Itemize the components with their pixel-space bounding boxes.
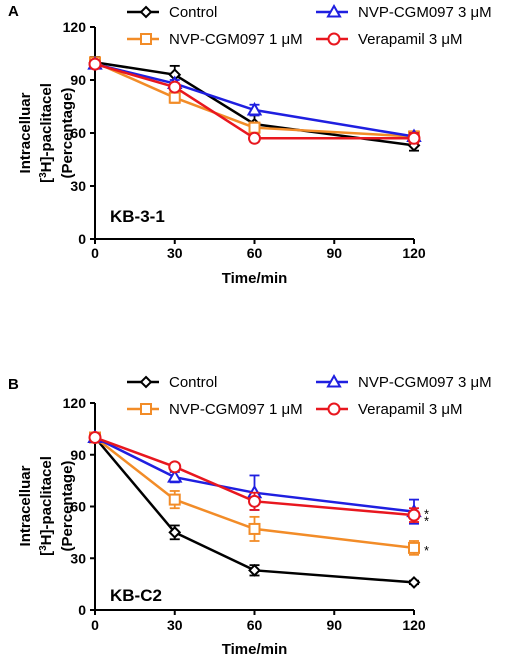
data-point: [248, 121, 261, 134]
legend-label: Verapamil 3 μM: [358, 31, 463, 48]
y-tick-label: 0: [78, 231, 86, 247]
legend-item: NVP-CGM097 3 μM: [316, 373, 492, 391]
series-line: [94, 436, 415, 517]
legend-label: NVP-CGM097 1 μM: [169, 31, 303, 48]
data-point: [248, 563, 261, 577]
panel-letter: A: [8, 3, 19, 20]
legend-marker: [139, 375, 153, 389]
legend-marker: [140, 33, 152, 45]
significance-marker: *: [424, 543, 429, 558]
x-tick-label: 60: [247, 245, 263, 261]
y-tick-label: 60: [70, 499, 86, 515]
legend-label: Verapamil 3 μM: [358, 401, 463, 418]
legend-marker: [140, 403, 152, 415]
legend-marker: [326, 373, 342, 388]
panel-b: B 0 30 60 90 120 0 30 60 90 120 Time/min Intracellua…: [8, 373, 492, 658]
data-point: [168, 80, 182, 94]
cell-line-label: KB-C2: [110, 586, 162, 605]
panel-letter: B: [8, 376, 19, 393]
legend-item: Control: [127, 374, 217, 391]
panel-a: A 0 30 60 90 120 0 30 60 90 120 Time/min Intracellua…: [8, 3, 492, 287]
data-point: [88, 431, 102, 444]
legend-item: NVP-CGM097 1 μM: [127, 401, 303, 418]
x-tick-label: 90: [326, 617, 342, 633]
y-tick-label: 90: [70, 72, 86, 88]
legend-item: Verapamil 3 μM: [316, 31, 463, 48]
series-line: [94, 62, 415, 138]
y-tick-label: 0: [78, 602, 86, 618]
y-tick-label: 30: [70, 178, 86, 194]
y-axis-title-line: (Percentage): [59, 88, 76, 179]
x-tick-label: 120: [402, 245, 426, 261]
y-axis-title-line: [3H]-paclitacel: [38, 456, 56, 556]
x-tick-label: 120: [402, 617, 426, 633]
y-axis-title-line: [3H]-paclitacel: [38, 83, 56, 183]
legend-marker: [139, 5, 153, 19]
series-line: [94, 62, 414, 140]
data-point: [407, 508, 421, 522]
legend-marker: [326, 3, 342, 18]
series-verapamil-3-m: [88, 431, 421, 523]
legend-item: NVP-CGM097 1 μM: [127, 31, 303, 48]
x-axis-title: Time/min: [222, 641, 288, 658]
x-tick-label: 90: [326, 245, 342, 261]
y-tick-label: 90: [70, 447, 86, 463]
y-tick-label: 30: [70, 550, 86, 566]
data-point: [248, 494, 261, 508]
y-axis-title-line: Intracelluar: [17, 92, 34, 173]
series-line: [94, 61, 415, 147]
data-point: [246, 102, 263, 116]
legend-item: Verapamil 3 μM: [316, 401, 463, 418]
data-point: [168, 460, 182, 474]
x-tick-label: 0: [91, 617, 99, 633]
x-tick-label: 30: [167, 245, 183, 261]
cell-line-label: KB-3-1: [110, 207, 165, 226]
legend-label: Control: [169, 4, 217, 21]
y-axis-title-line: Intracelluar: [17, 465, 34, 546]
legend-marker: [327, 402, 341, 416]
data-point: [168, 525, 182, 539]
x-axis-title: Time/min: [222, 270, 288, 287]
data-point: [88, 57, 102, 71]
data-point: [407, 131, 421, 145]
y-tick-label: 120: [63, 19, 87, 35]
data-point: [248, 131, 261, 145]
data-point: [168, 91, 181, 104]
legend-marker: [327, 32, 341, 46]
x-tick-label: 0: [91, 245, 99, 261]
y-tick-label: 60: [70, 125, 86, 141]
data-point: [407, 575, 421, 589]
legend-label: NVP-CGM097 3 μM: [358, 4, 492, 21]
legend-label: Control: [169, 374, 217, 391]
data-point: [408, 541, 420, 554]
x-tick-label: 30: [167, 617, 183, 633]
x-tick-label: 60: [247, 617, 263, 633]
significance-marker: *: [424, 514, 429, 529]
y-tick-label: 120: [63, 395, 87, 411]
series-line: [94, 436, 415, 550]
significance-marker: *: [424, 507, 429, 522]
y-axis-title-line: (Percentage): [59, 461, 76, 552]
legend-item: Control: [127, 4, 217, 21]
data-point: [248, 522, 261, 535]
series-line: [94, 436, 415, 584]
legend-label: NVP-CGM097 3 μM: [358, 374, 492, 391]
legend-item: NVP-CGM097 3 μM: [316, 3, 492, 21]
legend-label: NVP-CGM097 1 μM: [169, 401, 303, 418]
data-point: [168, 493, 181, 506]
data-point: [167, 469, 183, 483]
series-verapamil-3-m: [88, 57, 421, 145]
